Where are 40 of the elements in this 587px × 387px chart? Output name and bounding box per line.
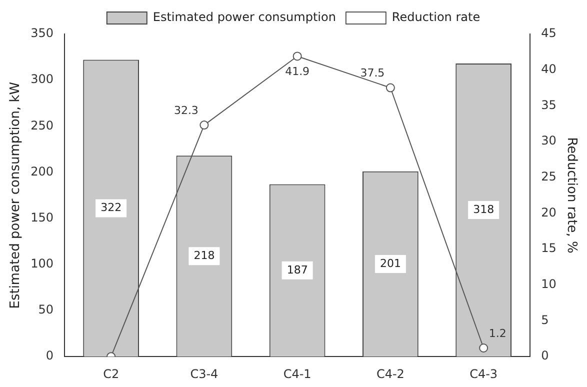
y2-tick-label: 35 xyxy=(541,98,556,112)
x-tick-label: C4-1 xyxy=(283,366,312,381)
legend-label: Reduction rate xyxy=(392,10,480,24)
y2-tick-label: 10 xyxy=(541,277,556,292)
point xyxy=(200,120,209,130)
y2-axis-title: Reduction rate, % xyxy=(564,137,579,254)
data-label: 322 xyxy=(100,201,122,214)
x-tick-label: C3-4 xyxy=(190,366,218,381)
x-tick-label: C2 xyxy=(103,366,120,381)
y-tick-label: 350 xyxy=(30,26,54,40)
y-tick-label: 150 xyxy=(30,210,54,224)
y2-tick-label: 0 xyxy=(541,348,549,363)
point xyxy=(292,52,302,61)
y2-tick-label: 5 xyxy=(541,312,549,327)
y2-tick-label: 40 xyxy=(541,62,556,76)
data-label: 41.9 xyxy=(285,65,310,78)
point xyxy=(386,83,395,92)
y-tick-label: 200 xyxy=(30,164,54,178)
y2-tick-label: 15 xyxy=(541,241,556,256)
data-label: 218 xyxy=(194,248,215,262)
legend-label: Estimated power consumption xyxy=(152,10,336,24)
y2-tick-label: 20 xyxy=(541,205,556,220)
y-tick-label: 100 xyxy=(30,256,54,271)
y-tick-label: 250 xyxy=(30,118,54,132)
data-label: 1.2 xyxy=(488,326,506,340)
data-label: 32.3 xyxy=(174,104,198,117)
data-label: 37.5 xyxy=(360,66,385,80)
x-tick-label: C4-2 xyxy=(376,366,404,381)
y2-tick-label: 45 xyxy=(541,26,556,40)
point xyxy=(479,344,488,352)
y2-tick-label: 30 xyxy=(541,134,556,148)
x-tick-label: C4-3 xyxy=(470,366,498,381)
y2-tick-label: 25 xyxy=(541,170,556,184)
data-label: 318 xyxy=(473,202,494,216)
data-label: 187 xyxy=(286,263,308,276)
y-tick-label: 0 xyxy=(46,348,54,363)
y-tick-label: 50 xyxy=(38,302,54,317)
y-axis-title: Estimated power consumption, kW xyxy=(8,82,24,309)
data-label: 201 xyxy=(380,256,401,270)
y-tick-label: 300 xyxy=(30,72,54,86)
